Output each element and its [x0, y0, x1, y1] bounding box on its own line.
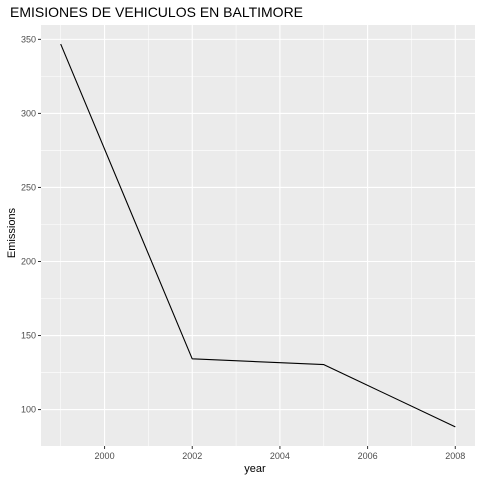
data-series [60, 43, 456, 428]
series-line [60, 43, 456, 428]
x-tick-label: 2008 [445, 451, 465, 461]
y-tick-label: 350 [21, 34, 36, 44]
chart-title: EMISIONES DE VEHICULOS EN BALTIMORE [10, 4, 303, 20]
y-tick-label: 300 [21, 108, 36, 118]
gridlines [41, 25, 475, 446]
x-tick-label: 2004 [270, 451, 290, 461]
y-tick-label: 150 [21, 331, 36, 341]
x-tick-label: 2006 [358, 451, 378, 461]
y-axis-label: Emissions [6, 207, 18, 258]
y-tick-label: 250 [21, 182, 36, 192]
x-axis-label: year [244, 463, 266, 475]
axes: 2000 2002 2004 2006 2008 100 150 200 250 300 350 [21, 34, 465, 461]
plot-panel [41, 25, 475, 446]
x-tick-label: 2000 [95, 451, 115, 461]
y-tick-label: 200 [21, 256, 36, 266]
x-tick-label: 2002 [182, 451, 202, 461]
y-tick-label: 100 [21, 405, 36, 415]
